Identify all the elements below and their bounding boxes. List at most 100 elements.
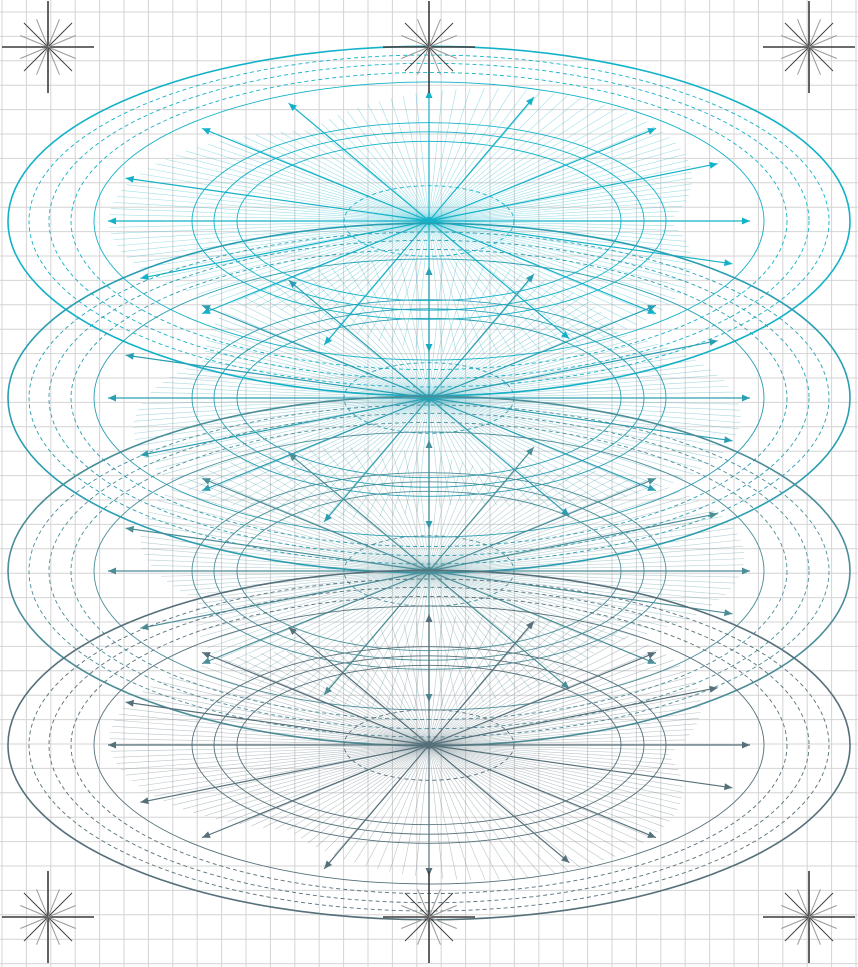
- fan-line: [142, 523, 430, 572]
- fan-line: [428, 397, 741, 417]
- fan-line: [357, 262, 430, 399]
- star-ray: [784, 22, 810, 48]
- fan-line: [308, 744, 430, 844]
- arrow-shaft: [201, 651, 430, 746]
- fan-line: [428, 220, 685, 288]
- star-ray: [47, 916, 76, 929]
- fan-line: [109, 738, 430, 746]
- arrow-head: [108, 741, 116, 749]
- fan-line: [428, 89, 457, 222]
- fan-line: [268, 132, 430, 222]
- arrow-shaft: [125, 527, 430, 572]
- fan-line: [343, 264, 430, 399]
- fan-line: [428, 220, 485, 354]
- star-ray: [428, 22, 454, 48]
- fan-line: [118, 713, 430, 746]
- fan-line: [428, 220, 568, 347]
- fan-line: [389, 744, 430, 872]
- arrow-head: [525, 447, 534, 456]
- fan-line: [428, 640, 640, 746]
- fan-line: [428, 220, 443, 352]
- fan-line: [268, 570, 430, 688]
- fan-line: [137, 397, 430, 447]
- fan-line: [428, 292, 574, 399]
- fan-line: [428, 744, 555, 874]
- fan-line: [248, 570, 430, 680]
- fan-line: [346, 111, 430, 222]
- fan-line: [313, 220, 430, 315]
- fan-line: [428, 558, 745, 572]
- fan-line: [359, 636, 430, 746]
- fan-line: [146, 744, 430, 792]
- fan-line: [255, 220, 430, 308]
- fan-line: [211, 328, 430, 399]
- arrow-head: [125, 352, 135, 360]
- fan-line: [428, 283, 556, 399]
- fan-line: [428, 397, 462, 503]
- arrow-head: [525, 97, 534, 106]
- star-ray: [47, 19, 60, 48]
- arrow-head: [709, 511, 718, 519]
- fan-line: [415, 744, 430, 876]
- fan-line: [428, 570, 458, 706]
- fan-line: [162, 397, 430, 475]
- fan-line: [224, 570, 430, 665]
- fan-line: [428, 616, 456, 746]
- fan-line: [428, 220, 691, 253]
- arrow-shaft: [428, 340, 718, 399]
- fan-line: [428, 210, 679, 222]
- star-ray: [781, 916, 810, 929]
- fan-line: [428, 570, 736, 584]
- arrow-shaft: [428, 744, 657, 839]
- fan-line: [428, 570, 542, 686]
- fan-line: [428, 397, 602, 502]
- fan-line: [428, 397, 498, 506]
- arrow-head: [202, 478, 211, 485]
- star-ray: [23, 916, 49, 942]
- arrow-shaft: [140, 570, 430, 629]
- fan-line: [428, 467, 507, 572]
- fan-line: [428, 316, 607, 399]
- fan-line: [428, 474, 622, 572]
- fan-line: [428, 744, 542, 876]
- star-ray: [784, 46, 810, 72]
- fan-line: [428, 397, 615, 500]
- fan-line: [377, 744, 430, 869]
- fan-line: [428, 570, 471, 705]
- fan-line: [428, 220, 688, 282]
- fan-line: [356, 220, 430, 335]
- arrow-shaft: [288, 102, 430, 222]
- arrow-shaft: [125, 177, 430, 222]
- fan-line: [428, 744, 675, 751]
- fan-line: [169, 377, 430, 399]
- arrow-head: [108, 217, 116, 225]
- fan-line: [297, 397, 430, 517]
- fan-line: [428, 570, 726, 595]
- arrow-shaft: [428, 513, 718, 572]
- fan-line: [110, 732, 430, 746]
- fan-line: [428, 183, 692, 222]
- fan-line: [428, 477, 635, 572]
- arrow-head: [202, 831, 211, 838]
- fan-line: [428, 397, 739, 430]
- fan-line: [330, 266, 430, 399]
- fan-line: [428, 287, 565, 399]
- fan-line: [428, 744, 679, 771]
- fan-line: [139, 173, 430, 222]
- fan-line: [215, 744, 430, 820]
- fan-line: [428, 397, 737, 436]
- fan-line: [378, 220, 430, 341]
- fan-line: [428, 461, 464, 572]
- arrow-shaft: [201, 570, 430, 665]
- star-ray: [428, 905, 457, 918]
- fan-line: [428, 570, 521, 694]
- fan-line: [428, 385, 729, 399]
- arrow-head: [140, 273, 149, 281]
- fan-line: [428, 89, 527, 222]
- star-ray: [404, 916, 430, 942]
- star-ray: [797, 916, 810, 945]
- fan-line: [428, 622, 581, 746]
- fan-line: [268, 453, 430, 572]
- fan-line: [165, 158, 430, 222]
